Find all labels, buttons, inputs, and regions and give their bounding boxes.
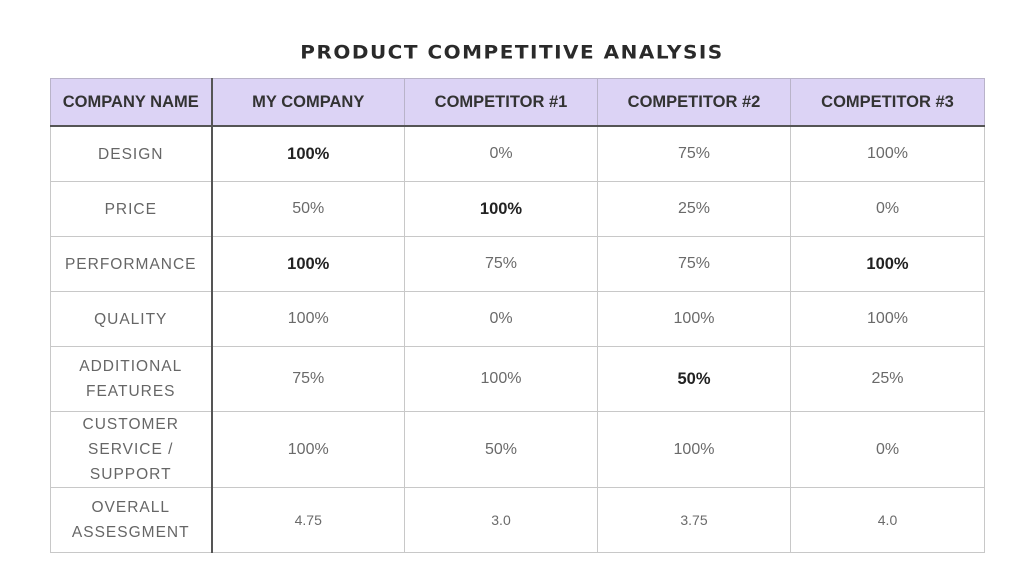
cell-value: 75% xyxy=(597,236,791,292)
row-label: ADDITIONAL FEATURES xyxy=(50,346,213,412)
header-competitor-2: COMPETITOR #2 xyxy=(597,78,791,127)
cell-value: 100% xyxy=(790,125,985,182)
row-label: PRICE xyxy=(50,181,213,237)
cell-value: 25% xyxy=(597,181,791,237)
cell-value: 100% xyxy=(404,181,598,237)
row-label: CUSTOMER SERVICE / SUPPORT xyxy=(50,411,213,488)
cell-value: 100% xyxy=(211,236,405,292)
cell-value: 75% xyxy=(597,125,791,182)
table-row: PRICE 50% 100% 25% 0% xyxy=(50,181,985,237)
cell-value: 100% xyxy=(597,411,791,488)
cell-value: 75% xyxy=(211,346,405,412)
cell-value: 25% xyxy=(790,346,985,412)
cell-value: 4.0 xyxy=(790,487,985,553)
cell-value: 50% xyxy=(211,181,405,237)
header-my-company: MY COMPANY xyxy=(211,78,405,127)
cell-value: 0% xyxy=(404,291,598,347)
table-row: PERFORMANCE 100% 75% 75% 100% xyxy=(50,236,985,292)
cell-value: 100% xyxy=(597,291,791,347)
cell-value: 4.75 xyxy=(211,487,405,553)
cell-value: 3.75 xyxy=(597,487,791,553)
cell-value: 100% xyxy=(211,411,405,488)
cell-value: 75% xyxy=(404,236,598,292)
cell-value: 100% xyxy=(790,291,985,347)
table-row: ADDITIONAL FEATURES 75% 100% 50% 25% xyxy=(50,346,985,412)
cell-value: 100% xyxy=(211,291,405,347)
row-label: DESIGN xyxy=(50,125,213,182)
row-label: QUALITY xyxy=(50,291,213,347)
cell-value: 50% xyxy=(597,346,791,412)
page-title: PRODUCT COMPETITIVE ANALYSIS xyxy=(300,40,724,64)
table-row: CUSTOMER SERVICE / SUPPORT 100% 50% 100%… xyxy=(50,411,985,488)
row-label: PERFORMANCE xyxy=(50,236,213,292)
cell-value: 100% xyxy=(211,125,405,182)
cell-value: 100% xyxy=(790,236,985,292)
header-row: COMPANY NAME MY COMPANY COMPETITOR #1 CO… xyxy=(50,78,985,127)
cell-value: 3.0 xyxy=(404,487,598,553)
table-row: DESIGN 100% 0% 75% 100% xyxy=(50,125,985,182)
row-label: OVERALL ASSESGMENT xyxy=(50,487,213,553)
header-competitor-3: COMPETITOR #3 xyxy=(790,78,985,127)
header-company-name: COMPANY NAME xyxy=(50,78,213,127)
cell-value: 0% xyxy=(404,125,598,182)
cell-value: 0% xyxy=(790,181,985,237)
table-row: QUALITY 100% 0% 100% 100% xyxy=(50,291,985,347)
competitive-analysis-table: COMPANY NAME MY COMPANY COMPETITOR #1 CO… xyxy=(50,78,985,553)
cell-value: 0% xyxy=(790,411,985,488)
table-row: OVERALL ASSESGMENT 4.75 3.0 3.75 4.0 xyxy=(50,487,985,553)
cell-value: 50% xyxy=(404,411,598,488)
cell-value: 100% xyxy=(404,346,598,412)
header-competitor-1: COMPETITOR #1 xyxy=(404,78,598,127)
